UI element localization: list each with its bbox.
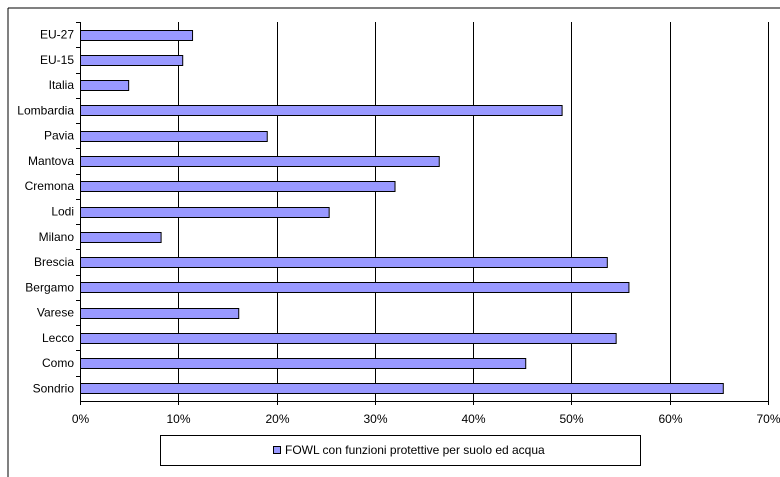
- y-tick-label: EU-27: [40, 28, 74, 42]
- bar-mantova: [80, 156, 440, 167]
- y-tick-label: Lodi: [51, 205, 74, 219]
- y-tick-label: Milano: [39, 230, 75, 244]
- y-tick-label: Sondrio: [33, 381, 75, 395]
- bar-bergamo: [80, 282, 630, 293]
- bar-lodi: [80, 207, 330, 218]
- x-tick-label: 40%: [461, 412, 485, 426]
- y-tick-label: Lombardia: [17, 103, 74, 117]
- bar-lecco: [80, 333, 617, 344]
- x-tick-label: 30%: [363, 412, 387, 426]
- y-tick-label: Brescia: [34, 255, 74, 269]
- x-tick-label: 60%: [658, 412, 682, 426]
- bar-lombardia: [80, 105, 563, 116]
- x-tick-label: 50%: [559, 412, 583, 426]
- y-tick-label: Italia: [49, 78, 75, 92]
- bar-pavia: [80, 131, 268, 142]
- y-tick-label: Cremona: [25, 179, 75, 193]
- bar-sondrio: [80, 383, 724, 394]
- y-tick-label: Bergamo: [25, 280, 74, 294]
- x-tick-label: 20%: [265, 412, 289, 426]
- y-tick-labels: EU-27 EU-15 Italia Lombardia Pavia Mantova Cre…: [17, 28, 74, 396]
- x-tick-label: 70%: [756, 412, 780, 426]
- bar-varese: [80, 308, 240, 319]
- y-tick-label: Varese: [37, 306, 74, 320]
- x-tick-label: 0%: [72, 412, 90, 426]
- y-tick-label: Mantova: [28, 154, 74, 168]
- legend: FOWL con funzioni protettive per suolo e…: [160, 435, 641, 466]
- bar-eu-15: [80, 55, 184, 66]
- x-tick-labels: 0% 10% 20% 30% 40% 50% 60% 70%: [72, 412, 780, 426]
- bar-eu-27: [80, 30, 194, 41]
- bar-cremona: [80, 181, 396, 192]
- bar-milano: [80, 232, 162, 243]
- bars: [80, 30, 724, 394]
- legend-swatch: [273, 446, 281, 454]
- y-tick-label: Como: [42, 356, 74, 370]
- y-tick-label: Lecco: [42, 331, 74, 345]
- x-tick-label: 10%: [166, 412, 190, 426]
- legend-label: FOWL con funzioni protettive per suolo e…: [285, 443, 545, 457]
- y-tick-label: Pavia: [44, 129, 74, 143]
- bar-brescia: [80, 257, 608, 268]
- y-tick-label: EU-15: [40, 53, 74, 67]
- legend-box: [160, 435, 641, 466]
- bar-italia: [80, 80, 130, 91]
- bar-como: [80, 358, 527, 369]
